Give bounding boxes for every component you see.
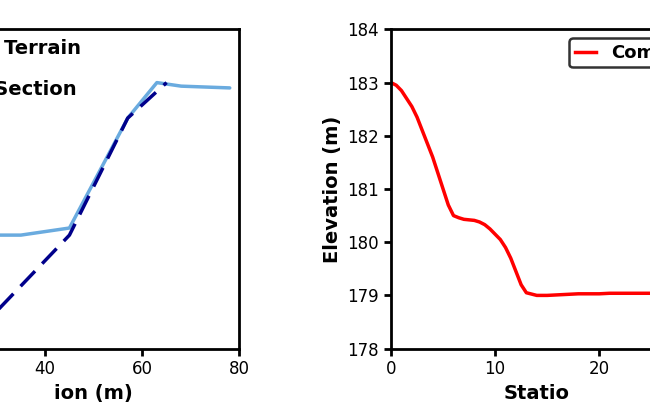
Comb: [502, 245, 510, 250]
Legend: Comb: Comb: [569, 38, 650, 67]
Comb: [543, 293, 551, 298]
Comb: [413, 115, 421, 120]
Comb: [429, 155, 437, 160]
Comb: [408, 104, 416, 109]
Comb: [523, 290, 530, 295]
Comb: [616, 291, 624, 296]
Comb: [647, 291, 650, 296]
Comb: [387, 80, 395, 85]
Comb: [465, 217, 473, 222]
Comb: [486, 226, 494, 231]
Text: OAR Terrain: OAR Terrain: [0, 39, 81, 58]
Comb: [450, 213, 458, 218]
Comb: [476, 220, 484, 225]
Y-axis label: Elevation (m): Elevation (m): [323, 116, 342, 262]
Comb: [512, 269, 520, 274]
Comb: [460, 217, 468, 222]
Comb: [403, 96, 411, 101]
Comb: [585, 291, 593, 297]
Comb: [507, 256, 515, 261]
Comb: [637, 291, 645, 296]
Comb: [481, 222, 489, 227]
Comb: [419, 128, 426, 133]
Comb: [393, 83, 400, 88]
Comb: [424, 141, 432, 146]
Comb: [575, 291, 582, 297]
Comb: [471, 218, 478, 223]
Comb: [491, 232, 499, 237]
Comb: [606, 291, 614, 296]
Comb: [439, 186, 447, 192]
Comb: [434, 171, 442, 176]
Comb: [398, 88, 406, 93]
X-axis label: ion (m): ion (m): [55, 384, 133, 403]
Comb: [445, 202, 452, 207]
Comb: [595, 291, 603, 297]
Comb: [517, 282, 525, 287]
Line: Comb: Comb: [391, 83, 650, 295]
Text: oss Section: oss Section: [0, 81, 77, 100]
Comb: [627, 291, 634, 296]
Comb: [533, 293, 541, 298]
X-axis label: Statio: Statio: [504, 384, 570, 403]
Comb: [554, 292, 562, 297]
Comb: [455, 215, 463, 220]
Comb: [497, 237, 504, 242]
Comb: [564, 292, 572, 297]
